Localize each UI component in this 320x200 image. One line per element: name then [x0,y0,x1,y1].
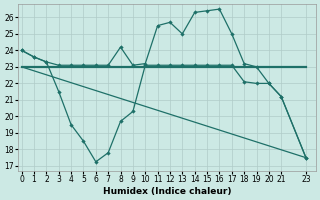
X-axis label: Humidex (Indice chaleur): Humidex (Indice chaleur) [103,187,231,196]
